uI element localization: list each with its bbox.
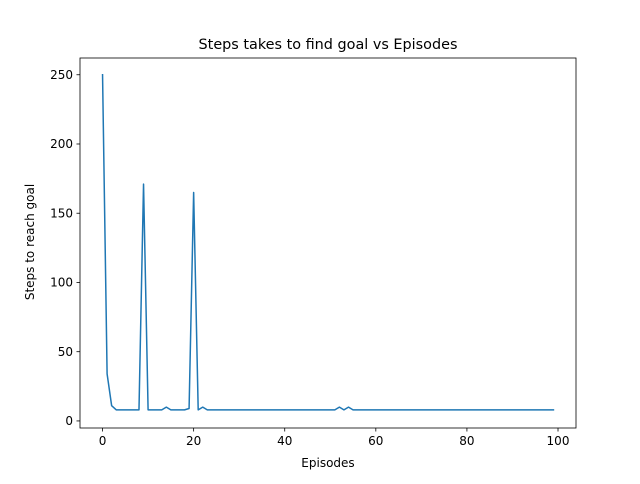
axes-frame	[79, 57, 577, 429]
series-line-0	[101, 73, 555, 411]
x-tick-label: 80	[459, 434, 474, 448]
x-tick-label: 20	[186, 434, 201, 448]
y-tick-label: 150	[50, 206, 73, 220]
y-tick-label: 0	[65, 414, 73, 428]
y-tick-label: 200	[50, 137, 73, 151]
x-tick-label: 0	[99, 434, 107, 448]
plot-area: 0 20 40 60 80 100 0 50 100 150 200 250	[50, 57, 577, 448]
y-tick-label: 250	[50, 68, 73, 82]
x-tick-label: 100	[547, 434, 570, 448]
y-tick-label: 100	[50, 276, 73, 290]
x-tick-label: 40	[277, 434, 292, 448]
y-axis-label: Steps to reach goal	[23, 184, 37, 300]
chart-title: Steps takes to find goal vs Episodes	[199, 37, 458, 53]
x-axis-label: Episodes	[301, 456, 354, 470]
x-tick-label: 60	[368, 434, 383, 448]
y-tick-label: 50	[58, 345, 73, 359]
